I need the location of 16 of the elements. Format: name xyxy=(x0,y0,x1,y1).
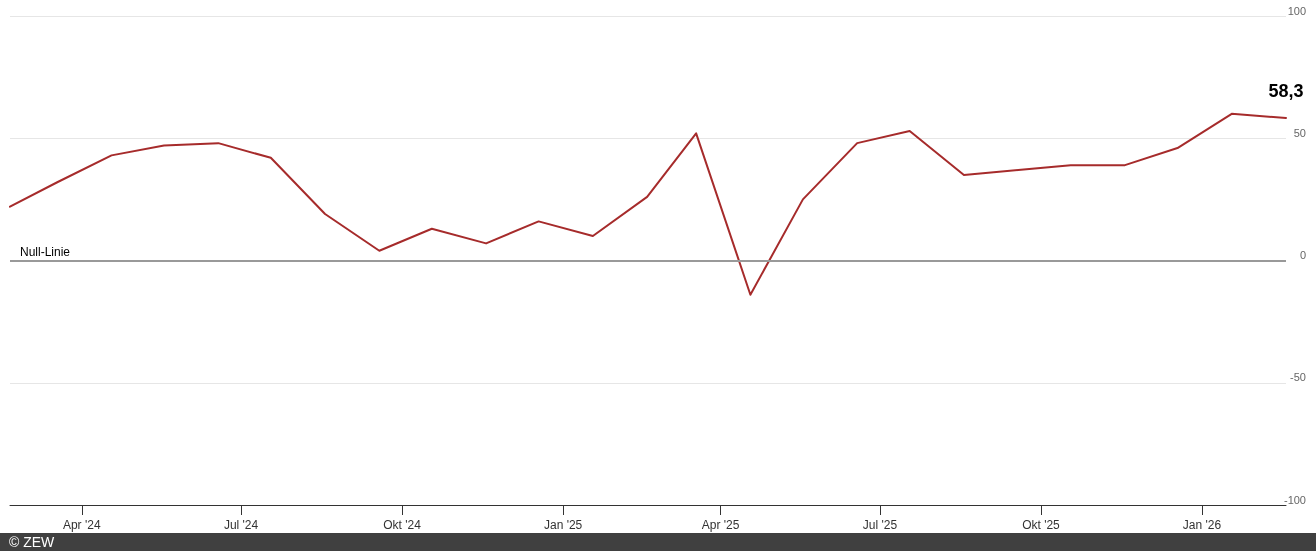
y-tick-label: -100 xyxy=(1283,493,1306,506)
y-tick-label: 50 xyxy=(1293,126,1306,139)
x-tick-label: Apr '25 xyxy=(701,518,740,532)
x-tick-label: Jul '25 xyxy=(862,518,898,532)
x-tick-label: Jan '25 xyxy=(543,518,583,532)
x-tick-label: Jul '24 xyxy=(223,518,259,532)
y-tick-label: -50 xyxy=(1290,371,1306,384)
data-label: 58,3 xyxy=(1268,80,1304,101)
x-tick-label: Apr '24 xyxy=(62,518,101,532)
footer-bar: © ZEW xyxy=(0,533,1316,551)
y-tick-label: 0 xyxy=(1299,249,1306,261)
x-tick-label: Okt '25 xyxy=(1022,518,1061,532)
x-tick-label: Okt '24 xyxy=(383,518,422,532)
x-tick-label: Jan '26 xyxy=(1182,518,1222,532)
y-tick-label: 100 xyxy=(1287,4,1306,17)
ref-line-label: Null-Linie xyxy=(20,244,71,259)
